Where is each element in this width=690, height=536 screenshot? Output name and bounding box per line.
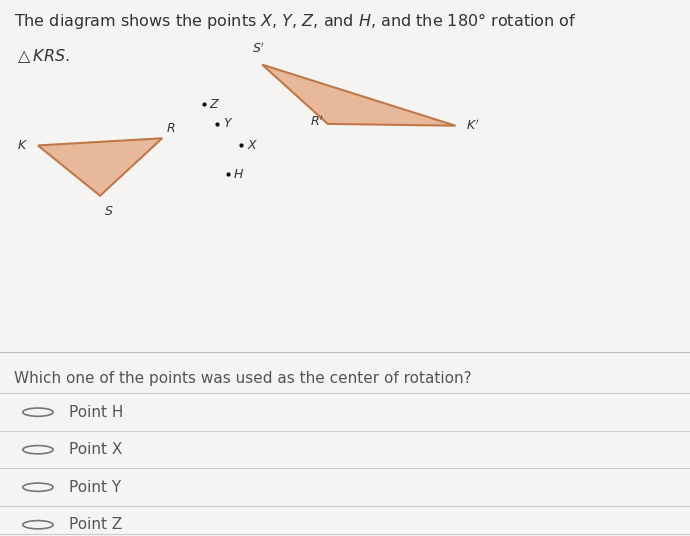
Text: $X$: $X$ [247,139,258,152]
Text: $\triangle KRS$.: $\triangle KRS$. [14,47,70,65]
Text: $R'$: $R'$ [310,115,324,129]
Text: Point Y: Point Y [69,480,121,495]
Text: $Y$: $Y$ [223,117,233,130]
Text: $S'$: $S'$ [253,41,265,56]
Polygon shape [262,65,455,126]
Text: $K'$: $K'$ [466,118,479,133]
Text: Which one of the points was used as the center of rotation?: Which one of the points was used as the … [14,371,471,386]
Text: Point Z: Point Z [69,517,122,532]
Text: $R$: $R$ [166,122,175,135]
Text: $H$: $H$ [233,168,244,181]
Text: The diagram shows the points $X$, $Y$, $Z$, and $H$, and the 180° rotation of: The diagram shows the points $X$, $Y$, $… [14,11,576,31]
Text: Point X: Point X [69,442,122,457]
Text: $Z$: $Z$ [209,98,220,110]
Text: Point H: Point H [69,405,124,420]
Text: $S$: $S$ [104,205,113,218]
Text: $K$: $K$ [17,139,28,152]
Polygon shape [38,138,162,196]
